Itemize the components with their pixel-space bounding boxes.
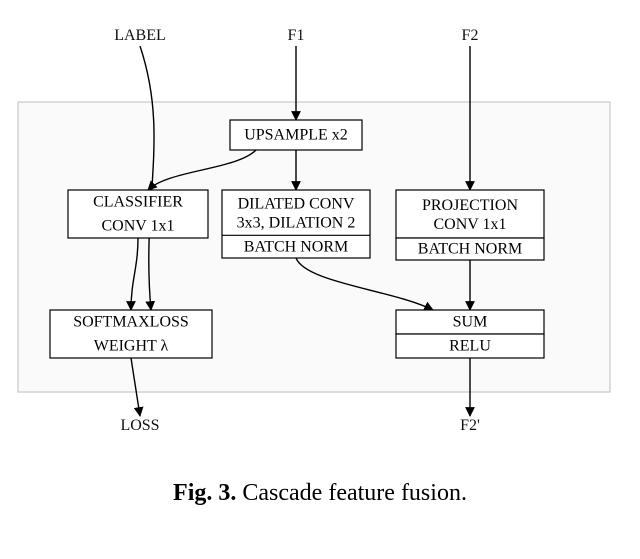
input-f1: F1 [288, 27, 305, 44]
node-projection-l2: BATCH NORM [418, 241, 522, 258]
figure-caption: Fig. 3. Cascade feature fusion. [173, 480, 467, 506]
input-f2: F2 [462, 27, 479, 44]
node-classifier: CLASSIFIER CONV 1x1 [68, 190, 208, 238]
node-softmax-line1: WEIGHT λ [94, 338, 169, 355]
input-label: LABEL [114, 27, 166, 44]
node-projection-l1: CONV 1x1 [433, 216, 506, 233]
node-upsample-line0: UPSAMPLE x2 [244, 127, 348, 144]
node-dilated-l1: 3x3, DILATION 2 [237, 214, 356, 231]
node-sumrelu: SUM RELU [396, 310, 544, 358]
node-softmax: SOFTMAXLOSS WEIGHT λ [50, 310, 212, 358]
node-dilated: DILATED CONV 3x3, DILATION 2 BATCH NORM [222, 190, 370, 258]
node-dilated-l2: BATCH NORM [244, 238, 348, 255]
caption-text: Cascade feature fusion. [236, 480, 467, 506]
node-dilated-l0: DILATED CONV [238, 195, 355, 212]
output-f2p: F2' [460, 417, 480, 434]
caption-fig: Fig. 3. [173, 480, 236, 506]
node-sumrelu-l1: RELU [449, 338, 491, 355]
node-projection: PROJECTION CONV 1x1 BATCH NORM [396, 190, 544, 260]
node-softmax-line0: SOFTMAXLOSS [73, 314, 189, 331]
node-projection-l0: PROJECTION [422, 197, 518, 214]
node-classifier-line1: CONV 1x1 [101, 218, 174, 235]
node-upsample: UPSAMPLE x2 [230, 120, 362, 150]
node-sumrelu-l0: SUM [453, 314, 488, 331]
output-loss: LOSS [120, 417, 159, 434]
node-classifier-line0: CLASSIFIER [93, 194, 183, 211]
